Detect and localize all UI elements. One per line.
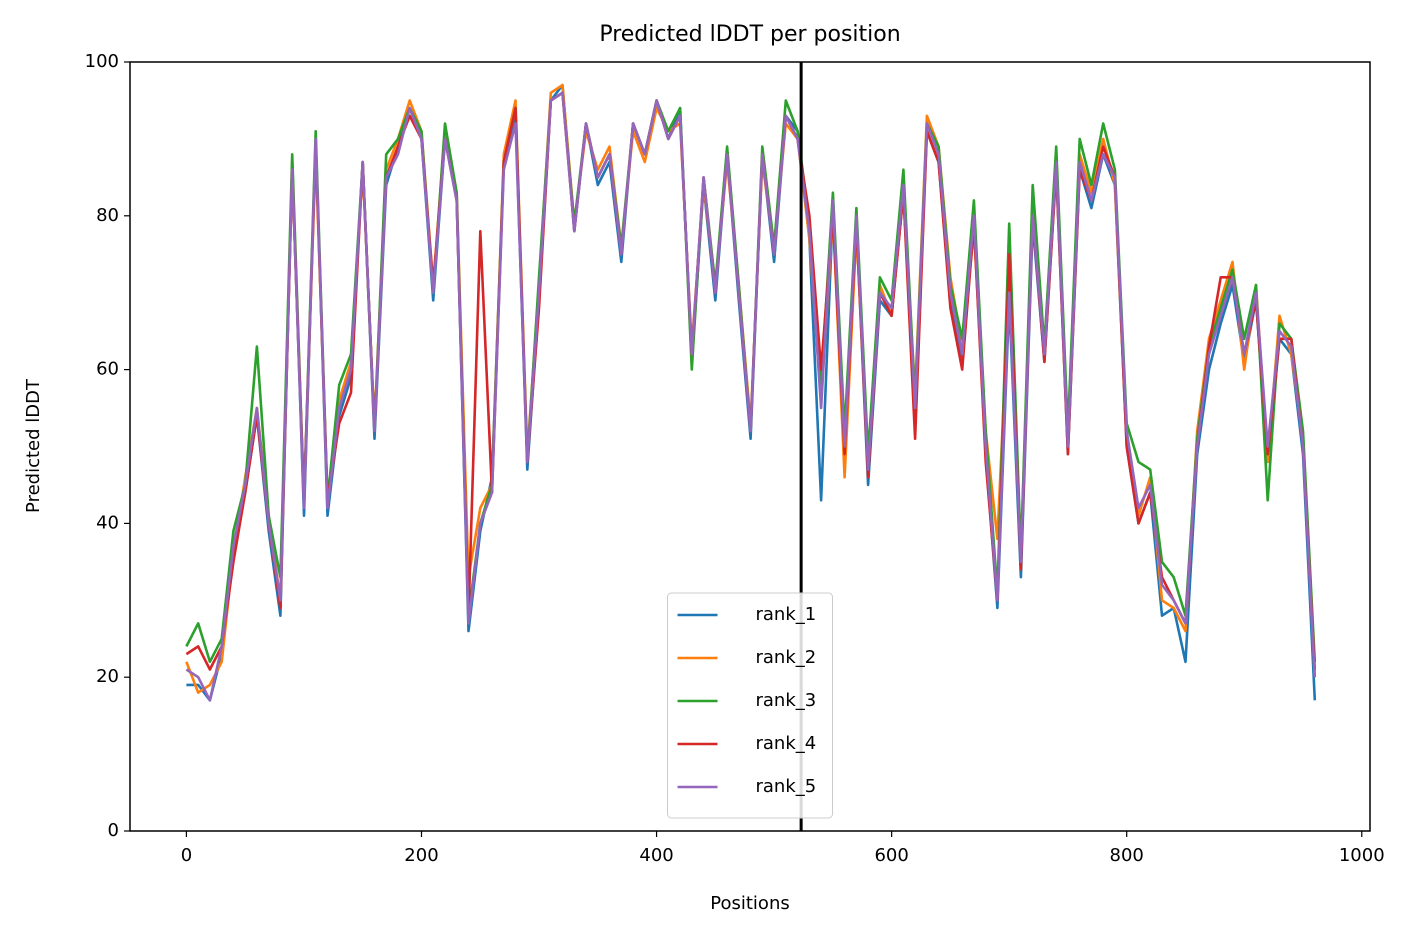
- legend-box: [667, 592, 833, 819]
- x-tick-label: 1000: [1339, 845, 1385, 866]
- x-tick-label: 800: [1110, 845, 1144, 866]
- series-line: [185, 91, 1317, 671]
- legend-label: rank_2: [756, 647, 817, 668]
- legend-label: rank_4: [756, 733, 817, 754]
- y-tick-label: 20: [96, 666, 119, 687]
- y-tick-label: 0: [108, 820, 119, 841]
- x-tick-label: 200: [404, 845, 438, 866]
- y-axis-label: Predicted lDDT: [23, 378, 44, 513]
- chart-title: Predicted lDDT per position: [599, 22, 900, 47]
- series-line: [185, 91, 1317, 702]
- y-tick-label: 80: [96, 205, 119, 226]
- plot-lines: [185, 83, 1317, 702]
- axes-frame: [129, 61, 1371, 832]
- y-tick-label: 60: [96, 359, 119, 380]
- legend-label: rank_5: [756, 776, 817, 797]
- x-tick-label: 0: [181, 845, 192, 866]
- x-axis-label: Positions: [710, 893, 789, 914]
- legend-label: rank_3: [756, 690, 817, 711]
- series-line: [185, 91, 1317, 664]
- x-tick-label: 400: [639, 845, 673, 866]
- y-tick-label: 100: [85, 51, 119, 72]
- x-tick-label: 600: [874, 845, 908, 866]
- legend-label: rank_1: [756, 604, 817, 625]
- y-tick-label: 40: [96, 512, 119, 533]
